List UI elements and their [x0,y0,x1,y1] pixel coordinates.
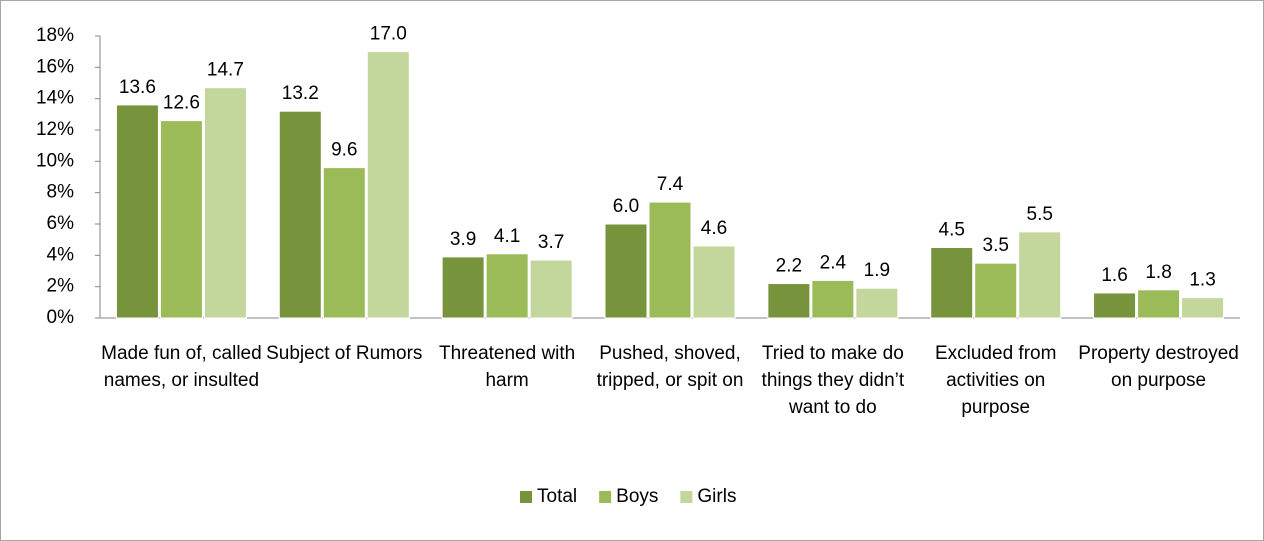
legend-swatch [680,491,693,503]
x-tick-label: Tried to make do things they didn’t want… [761,343,905,418]
data-label: 4.6 [701,218,727,239]
data-label: 7.4 [657,174,684,195]
data-label: 13.6 [119,77,156,98]
x-tick-label: Made fun of, called names, or insulted [101,343,262,391]
y-tick-label: 10% [36,150,74,171]
bar [974,262,1018,319]
bar [604,223,648,319]
bar [203,87,247,319]
bar [485,253,529,319]
bar [529,259,573,319]
data-label: 1.3 [1189,270,1215,291]
bar [159,120,203,319]
bar [1137,289,1181,319]
bar [692,245,736,319]
y-tick-label: 8% [47,182,75,203]
y-tick-label: 16% [36,56,74,77]
data-label: 2.2 [776,256,802,277]
data-label: 14.7 [207,60,244,81]
bar [441,256,485,319]
data-label: 3.7 [538,232,564,253]
y-tick-label: 18% [36,25,74,46]
x-tick-label: Subject of Rumors [266,343,423,364]
legend-label: Girls [697,486,736,507]
bar [767,283,811,319]
y-tick-label: 6% [47,213,75,234]
bar [115,104,159,319]
data-label: 13.2 [282,83,319,104]
bar [811,279,855,319]
bar [930,247,974,319]
data-label: 2.4 [820,252,847,273]
bar [1093,292,1137,319]
x-tick-label: Property destroyed on purpose [1078,343,1239,391]
bar [366,51,410,319]
y-tick-label: 4% [47,244,75,265]
bar [322,167,366,319]
data-label: 1.8 [1145,262,1171,283]
legend-swatch [520,491,532,503]
data-label: 3.9 [450,229,476,250]
bar [278,110,322,319]
data-label: 9.6 [331,140,357,161]
x-tick-label: Excluded from activities on purpose [934,343,1057,418]
bar [648,201,692,319]
data-label: 1.9 [864,260,890,281]
legend-label: Total [537,486,577,507]
data-label: 1.6 [1101,265,1127,286]
y-tick-label: 14% [36,88,74,109]
data-label: 5.5 [1027,204,1053,225]
y-tick-label: 12% [36,119,74,140]
data-label: 4.5 [939,220,965,241]
data-label: 4.1 [494,226,520,247]
bar [1018,231,1062,319]
y-tick-label: 0% [47,307,75,328]
data-label: 3.5 [983,235,1009,256]
data-label: 17.0 [370,24,407,45]
y-tick-label: 2% [47,276,75,297]
data-label: 12.6 [163,93,200,114]
x-tick-label: Pushed, shoved, tripped, or spit on [596,343,744,391]
x-tick-label: Threatened with harm [439,343,576,391]
legend-swatch [599,491,612,503]
bar [855,287,899,319]
bar [1181,297,1225,319]
legend-label: Boys [616,486,658,507]
data-label: 6.0 [613,196,639,217]
